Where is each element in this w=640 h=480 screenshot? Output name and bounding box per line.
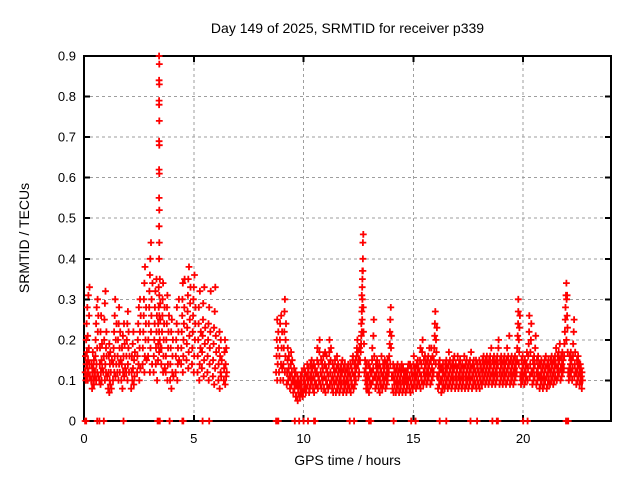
chart-title: Day 149 of 2025, SRMTID for receiver p33… — [210, 20, 485, 36]
x-tick-label: 20 — [516, 431, 530, 446]
y-tick-label: 0.9 — [58, 49, 76, 64]
y-tick-label: 0.5 — [58, 211, 76, 226]
y-tick-label: 0.6 — [58, 170, 76, 185]
y-tick-label: 0 — [69, 414, 76, 429]
x-tick-label: 10 — [296, 431, 310, 446]
data-points — [81, 52, 586, 425]
y-tick-label: 0.8 — [58, 89, 76, 104]
x-axis-label: GPS time / hours — [294, 452, 401, 468]
tick-labels: 0 5 10 15 20 0 0.1 0.2 0.3 0.4 0.5 0.6 0.7 0.8 0.9 — [58, 49, 530, 447]
y-tick-label: 0.2 — [58, 332, 76, 347]
y-tick-label: 0.4 — [58, 251, 76, 266]
y-tick-label: 0.3 — [58, 292, 76, 307]
y-tick-label: 0.1 — [58, 373, 76, 388]
x-tick-label: 15 — [406, 431, 420, 446]
x-tick-label: 0 — [80, 431, 87, 446]
x-tick-label: 5 — [190, 431, 197, 446]
y-tick-label: 0.7 — [58, 130, 76, 145]
